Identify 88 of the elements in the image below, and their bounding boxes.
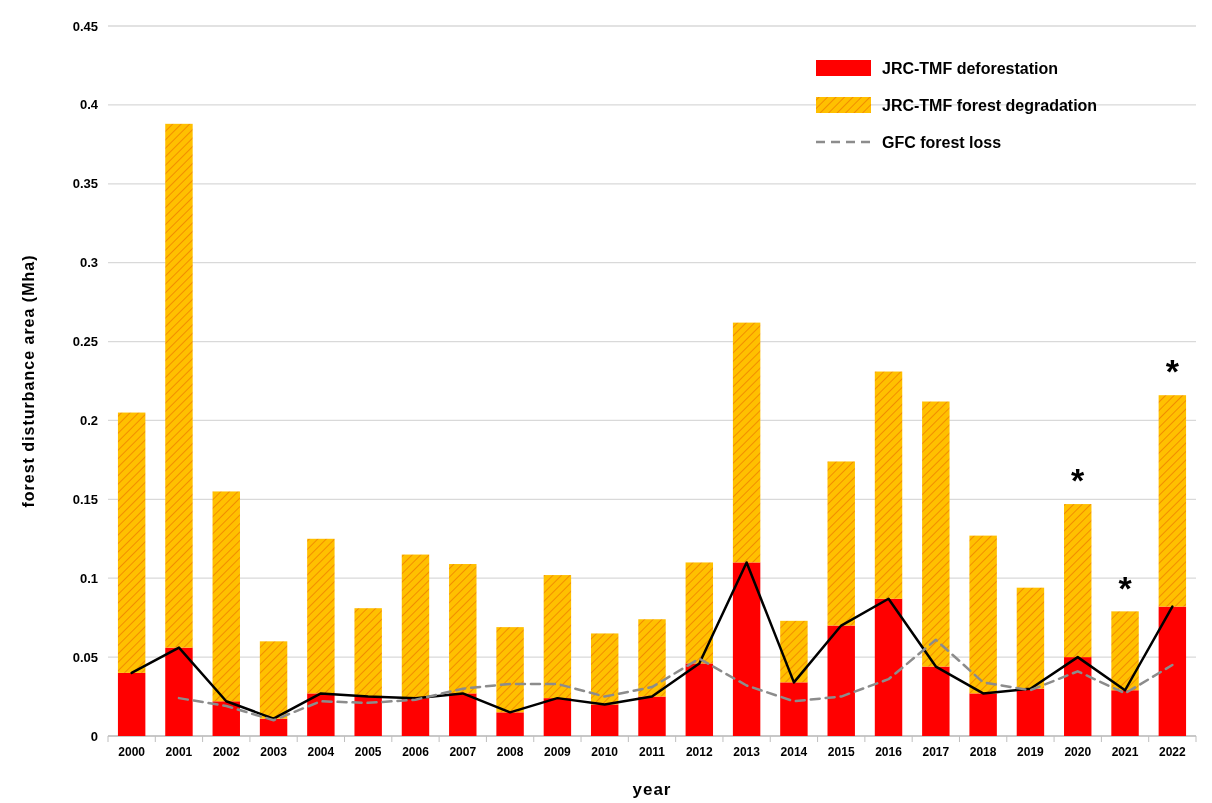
x-axis-title: year <box>632 780 672 799</box>
x-tick-label: 2017 <box>922 745 950 759</box>
y-axis-title: forest disturbance area (Mha) <box>20 254 37 508</box>
annotation: * <box>1165 352 1180 391</box>
y-tick-label: 0.4 <box>79 97 99 113</box>
bar <box>1064 657 1092 736</box>
x-tick-label: 2003 <box>260 745 288 759</box>
x-tick-label: 2004 <box>307 745 335 759</box>
bar <box>165 647 193 736</box>
bar <box>212 491 240 702</box>
line-series <box>177 638 1174 722</box>
bar <box>401 698 430 736</box>
bar <box>496 712 524 736</box>
bar <box>165 123 193 648</box>
y-tick-label: 0 <box>90 728 98 744</box>
bar <box>780 682 808 736</box>
y-tick-label: 0.05 <box>72 649 98 665</box>
bar <box>1016 688 1045 736</box>
bar <box>1111 611 1139 691</box>
bar <box>922 401 950 667</box>
bar <box>401 554 430 699</box>
line-series <box>130 561 1174 720</box>
x-tick-label: 2015 <box>827 745 855 759</box>
x-tick-label: 2010 <box>591 745 619 759</box>
x-tick-label: 2021 <box>1111 745 1139 759</box>
bar <box>543 575 572 699</box>
bar <box>732 562 761 736</box>
bar <box>685 663 714 736</box>
legend-label: JRC-TMF deforestation <box>882 59 1058 77</box>
bar <box>496 627 524 713</box>
x-tick-label: 2007 <box>449 745 477 759</box>
bar <box>1016 587 1045 689</box>
x-tick-label: 2005 <box>354 745 382 759</box>
x-tick-label: 2001 <box>165 745 193 759</box>
y-tick-label: 0.25 <box>72 334 98 350</box>
bar <box>354 696 382 736</box>
y-tick-label: 0.15 <box>72 491 98 507</box>
x-tick-label: 2016 <box>875 745 903 759</box>
bar <box>874 598 903 736</box>
x-tick-label: 2020 <box>1064 745 1092 759</box>
bar <box>1111 690 1139 736</box>
bar <box>922 666 950 736</box>
bar <box>969 693 997 736</box>
y-tick-label: 0.45 <box>72 18 98 34</box>
bar <box>827 625 855 736</box>
y-tick-label: 0.35 <box>72 176 98 192</box>
bar <box>543 698 572 736</box>
bar <box>638 619 666 697</box>
y-tick-label: 0.2 <box>79 412 98 428</box>
x-tick-label: 2013 <box>733 745 761 759</box>
legend-label: JRC-TMF forest degradation <box>882 96 1098 114</box>
legend-label: GFC forest loss <box>882 133 1002 151</box>
bar <box>212 701 240 736</box>
bar <box>827 461 855 626</box>
bar <box>117 412 146 673</box>
x-tick-label: 2009 <box>544 745 572 759</box>
y-tick-label: 0.3 <box>79 255 98 271</box>
bar <box>780 620 808 683</box>
x-tick-label: 2006 <box>402 745 430 759</box>
x-tick-label: 2014 <box>780 745 808 759</box>
x-tick-label: 2008 <box>496 745 524 759</box>
annotation: * <box>1118 568 1133 607</box>
x-tick-label: 2022 <box>1159 745 1187 759</box>
bar <box>638 696 666 736</box>
bar <box>307 538 335 694</box>
bar <box>354 608 382 697</box>
bar <box>449 693 477 736</box>
y-tick-label: 0.1 <box>79 570 98 586</box>
x-tick-label: 2018 <box>969 745 997 759</box>
x-tick-label: 2000 <box>118 745 146 759</box>
x-tick-label: 2002 <box>212 745 240 759</box>
bar <box>259 641 288 719</box>
x-tick-label: 2011 <box>638 745 666 759</box>
bar <box>969 535 997 694</box>
bar <box>590 704 619 736</box>
bar <box>732 322 761 563</box>
x-tick-label: 2019 <box>1017 745 1045 759</box>
bar <box>1158 606 1187 736</box>
annotation: * <box>1071 461 1086 500</box>
x-tick-label: 2012 <box>685 745 713 759</box>
bar <box>590 633 619 705</box>
bar <box>117 672 146 736</box>
bar <box>874 371 903 599</box>
bar <box>1158 395 1187 607</box>
bar <box>685 562 714 664</box>
bar <box>259 718 288 736</box>
bar <box>449 564 477 694</box>
bar <box>1064 504 1092 658</box>
